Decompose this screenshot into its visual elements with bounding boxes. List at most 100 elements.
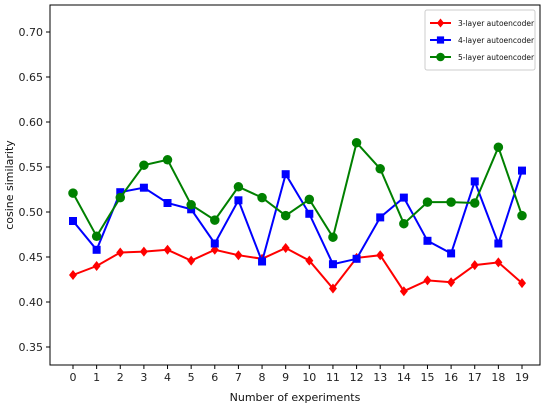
series-3-layer-autoencoder (69, 243, 526, 297)
series-5-layer-autoencoder (68, 137, 527, 242)
data-point-square (281, 170, 290, 179)
data-point-square (423, 236, 432, 245)
data-point-circle (162, 155, 173, 165)
data-point-square (518, 166, 526, 175)
data-point-square (116, 188, 125, 197)
data-point-diamond (305, 255, 314, 266)
data-point-square (494, 239, 503, 248)
x-tick-label: 7 (235, 371, 242, 384)
x-tick-label: 5 (188, 371, 195, 384)
data-point-square (139, 183, 148, 192)
data-point-circle (233, 182, 244, 192)
data-point-circle (493, 142, 504, 152)
data-point-diamond (494, 257, 503, 268)
data-point-circle (351, 137, 362, 148)
data-point-square (69, 217, 77, 225)
data-point-circle (375, 164, 385, 174)
data-point-diamond (518, 278, 526, 289)
x-tick-label: 14 (397, 371, 411, 384)
data-point-circle (422, 197, 433, 207)
data-point-square (470, 177, 479, 186)
data-point-diamond (281, 243, 290, 253)
data-point-square (399, 193, 408, 202)
data-point-square (328, 260, 337, 269)
data-point-square (352, 254, 361, 263)
y-tick-label: 0.65 (19, 71, 44, 84)
plot-frame (49, 4, 541, 366)
data-point-circle (115, 192, 126, 203)
x-axis-title: Number of experiments (230, 391, 361, 404)
x-tick-label: 6 (211, 371, 218, 384)
data-point-square (305, 209, 314, 218)
data-point-diamond (436, 18, 445, 28)
x-tick-label: 17 (468, 371, 482, 384)
x-tick-label: 13 (373, 371, 387, 384)
data-point-square (92, 245, 101, 254)
data-point-circle (210, 215, 220, 225)
data-point-diamond (423, 275, 432, 286)
axis-ticks: 0.350.400.450.500.550.600.650.700 1 2 3 4 5 6 7… (19, 26, 530, 384)
legend-label: 3-layer autoencoder (458, 19, 535, 28)
x-tick-label: 19 (515, 371, 529, 384)
data-point-circle (399, 218, 409, 229)
data-point-circle (186, 200, 196, 210)
data-point-square (258, 257, 267, 266)
legend-entry: 5-layer autoencoder (430, 52, 535, 62)
legend-entry: 4-layer autoencoder (430, 36, 535, 45)
data-point-diamond (92, 261, 101, 271)
x-tick-label: 11 (326, 371, 340, 384)
data-point-diamond (234, 250, 243, 261)
legend-label: 4-layer autoencoder (458, 36, 535, 45)
x-tick-label: 12 (350, 371, 364, 384)
series-layer (68, 137, 527, 297)
y-tick-label: 0.45 (19, 251, 44, 264)
data-point-diamond (470, 260, 479, 271)
series-4-layer-autoencoder (69, 166, 526, 269)
x-tick-label: 3 (140, 371, 147, 384)
legend-label: 5-layer autoencoder (458, 53, 535, 62)
data-point-diamond (376, 250, 385, 261)
y-tick-label: 0.70 (19, 26, 44, 39)
data-point-square (163, 199, 172, 207)
y-tick-label: 0.40 (19, 296, 44, 309)
x-tick-label: 9 (282, 371, 289, 384)
data-point-circle (328, 232, 338, 242)
legend-entry: 3-layer autoencoder (430, 18, 535, 28)
data-point-circle (280, 210, 291, 221)
data-point-circle (91, 231, 102, 242)
data-point-circle (469, 198, 480, 208)
x-tick-label: 18 (491, 371, 505, 384)
data-point-circle (446, 197, 456, 207)
data-point-square (436, 36, 445, 44)
y-tick-label: 0.60 (19, 116, 44, 129)
x-tick-label: 15 (420, 371, 434, 384)
x-tick-label: 1 (93, 371, 100, 384)
x-tick-label: 8 (259, 371, 266, 384)
data-point-diamond (447, 277, 456, 288)
data-point-square (447, 249, 456, 258)
data-point-diamond (139, 246, 148, 257)
data-point-diamond (69, 270, 77, 280)
x-tick-label: 2 (117, 371, 124, 384)
data-point-diamond (163, 244, 172, 255)
y-tick-label: 0.55 (19, 161, 44, 174)
data-point-square (376, 213, 385, 222)
legend: 3-layer autoencoder 4-layer autoencoder 5-… (424, 9, 536, 71)
data-point-diamond (187, 255, 196, 266)
data-point-circle (304, 194, 315, 205)
data-point-diamond (399, 286, 408, 297)
y-tick-label: 0.50 (19, 206, 44, 219)
y-axis-title-group: cosine similarity (3, 140, 16, 230)
y-axis-title: cosine similarity (3, 140, 16, 230)
x-tick-label: 0 (70, 371, 77, 384)
data-point-square (234, 196, 243, 205)
data-point-square (210, 239, 219, 248)
data-point-circle (257, 192, 267, 203)
data-point-diamond (328, 283, 337, 294)
series-line (72, 246, 523, 293)
data-point-circle (68, 188, 78, 198)
x-tick-label: 10 (302, 371, 316, 384)
x-tick-label: 16 (444, 371, 458, 384)
legend-box (424, 9, 536, 71)
